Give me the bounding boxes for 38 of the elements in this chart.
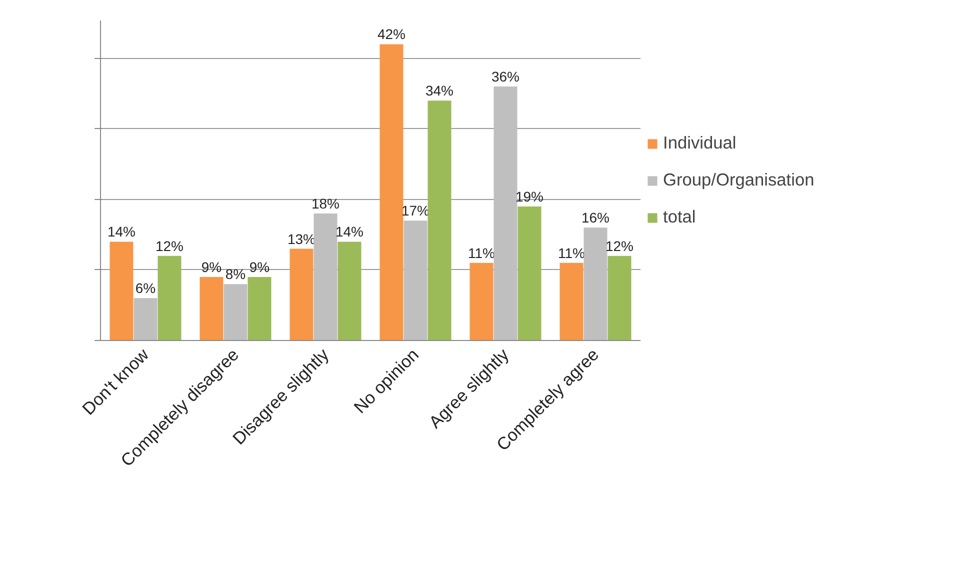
- data-label: 12%: [605, 238, 634, 254]
- bar: [248, 277, 272, 340]
- bar: [470, 262, 494, 340]
- bar: [134, 298, 158, 340]
- data-label: 19%: [515, 188, 544, 204]
- legend-label: Group/Organisation: [663, 170, 814, 190]
- data-label: 36%: [491, 68, 520, 85]
- data-label: 16%: [581, 210, 610, 226]
- bar: [404, 220, 428, 340]
- bar: [494, 86, 518, 340]
- legend-label: Individual: [663, 132, 736, 154]
- bar: [518, 206, 542, 340]
- data-label: 14%: [335, 224, 364, 240]
- bar: [314, 214, 338, 340]
- data-label: 6%: [135, 280, 156, 296]
- bar: [560, 262, 584, 340]
- data-label: 8%: [225, 266, 246, 282]
- data-label: 42%: [377, 26, 406, 42]
- data-label: 13%: [287, 230, 316, 247]
- bar: [110, 242, 134, 340]
- bar: [584, 228, 608, 340]
- bar: [428, 100, 452, 340]
- bar: [290, 248, 314, 340]
- data-label: 12%: [155, 238, 184, 254]
- bar: [608, 256, 632, 340]
- data-label: 11%: [558, 244, 585, 261]
- legend-label: total: [663, 206, 696, 228]
- bar: [224, 284, 248, 340]
- data-label: 11%: [468, 244, 495, 261]
- bar: [158, 256, 182, 340]
- bar: [380, 44, 404, 340]
- data-label: 18%: [311, 196, 340, 212]
- bar: [200, 277, 224, 340]
- data-label: 34%: [425, 82, 454, 99]
- data-label: 9%: [249, 259, 270, 276]
- data-label: 14%: [107, 224, 136, 240]
- data-label: 9%: [201, 259, 222, 276]
- bar: [338, 242, 362, 340]
